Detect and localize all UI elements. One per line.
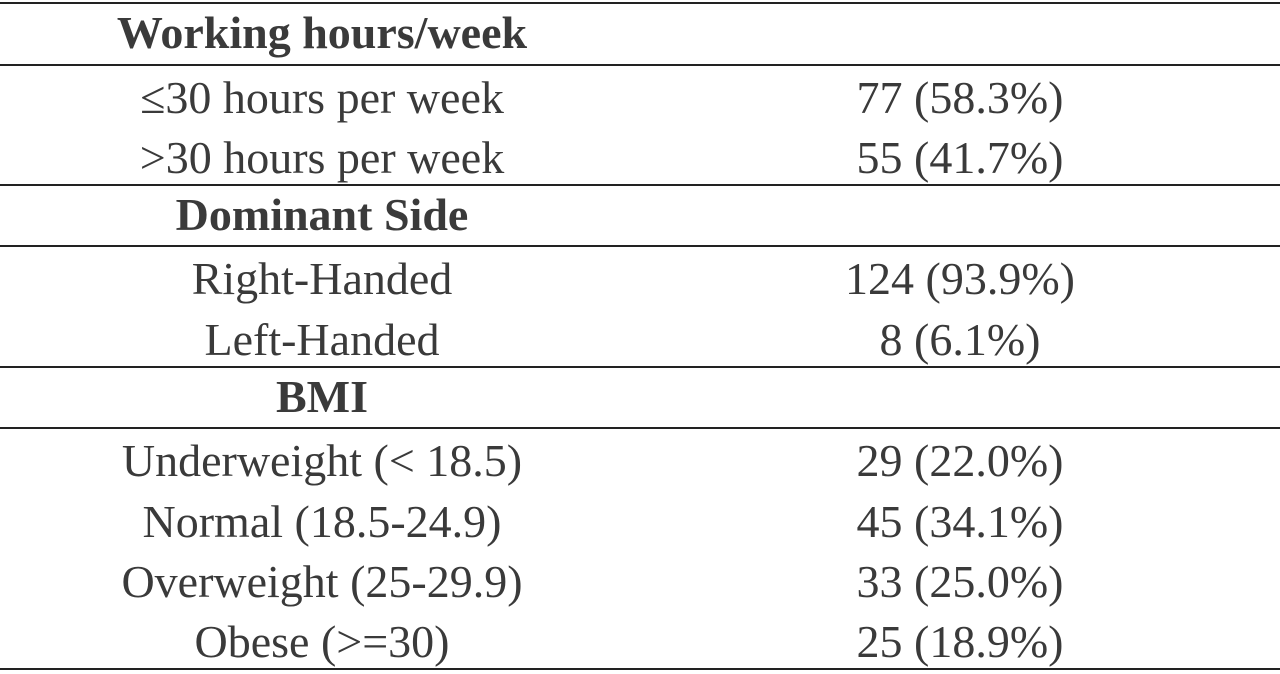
row-label: Left-Handed bbox=[204, 313, 440, 365]
row-value: 55 (41.7%) bbox=[856, 131, 1064, 183]
table-rule bbox=[0, 183, 1280, 186]
row-value: 29 (22.0%) bbox=[856, 435, 1064, 487]
table-rule bbox=[0, 365, 1280, 368]
row-label: ≤30 hours per week bbox=[140, 71, 504, 123]
table-rule bbox=[0, 245, 1280, 248]
row-label: >30 hours per week bbox=[139, 131, 505, 183]
section-title: BMI bbox=[276, 370, 368, 422]
row-label: Overweight (25-29.9) bbox=[121, 555, 523, 607]
table-rule bbox=[0, 427, 1280, 430]
row-value: 25 (18.9%) bbox=[856, 615, 1064, 667]
row-label: Normal (18.5-24.9) bbox=[142, 495, 502, 547]
row-label: Underweight (< 18.5) bbox=[121, 435, 523, 487]
table-rule bbox=[0, 2, 1280, 4]
row-value: 33 (25.0%) bbox=[856, 555, 1064, 607]
row-label: Right-Handed bbox=[191, 253, 453, 305]
row-value: 124 (93.9%) bbox=[845, 253, 1075, 305]
table-rule bbox=[0, 63, 1280, 66]
row-label: Obese (>=30) bbox=[194, 615, 450, 667]
row-value: 77 (58.3%) bbox=[856, 71, 1064, 123]
section-title: Working hours/week bbox=[116, 7, 528, 58]
section-title: Dominant Side bbox=[175, 188, 469, 240]
row-value: 45 (34.1%) bbox=[856, 495, 1064, 547]
row-value: 8 (6.1%) bbox=[879, 313, 1041, 365]
table-rule bbox=[0, 668, 1280, 671]
